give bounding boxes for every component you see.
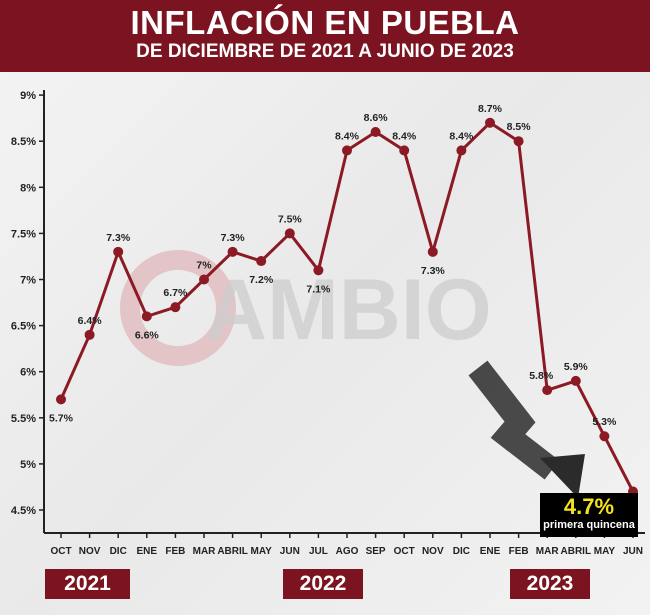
data-label: 8.5%	[507, 121, 532, 133]
year-label-2023: 2023	[510, 569, 590, 599]
data-point	[485, 117, 495, 128]
y-tick-label: 6.5%	[11, 321, 36, 333]
y-tick-label: 4.5%	[11, 505, 36, 517]
data-point	[399, 145, 410, 156]
data-point	[313, 265, 324, 276]
y-tick-label: 5%	[20, 459, 36, 471]
x-tick-label: ABRIL	[561, 546, 592, 557]
data-label: 6.6%	[135, 329, 160, 341]
data-point	[113, 246, 124, 257]
y-tick-label: 8.5%	[11, 136, 36, 148]
trend-arrow-shaft	[468, 360, 560, 480]
y-tick-label: 7%	[20, 275, 36, 287]
year-label-2022: 2022	[283, 569, 363, 599]
data-label: 8.4%	[392, 130, 417, 142]
x-tick-label: JUL	[309, 546, 328, 557]
y-tick-label: 6%	[20, 367, 36, 379]
x-tick-label: ENE	[480, 546, 501, 557]
x-tick-label: NOV	[79, 546, 101, 557]
data-point	[456, 145, 467, 156]
x-tick-label: DIC	[453, 546, 470, 557]
data-label: 8.6%	[364, 112, 389, 124]
x-tick-label: MAR	[536, 546, 560, 557]
data-point	[427, 246, 438, 257]
data-label: 6.4%	[78, 315, 103, 327]
data-point	[56, 394, 66, 405]
data-label: 7%	[196, 260, 212, 272]
x-tick-label: NOV	[422, 546, 444, 557]
x-tick-label: DIC	[110, 546, 127, 557]
data-point	[570, 375, 581, 386]
data-label: 8.4%	[335, 130, 360, 142]
data-label: 7.2%	[249, 274, 274, 286]
x-tick-label: MAY	[251, 546, 273, 557]
data-label: 7.3%	[221, 232, 246, 244]
y-tick-label: 7.5%	[11, 228, 36, 240]
watermark-text: AMBIO	[205, 262, 492, 358]
data-label: 7.1%	[306, 283, 331, 295]
x-tick-label: MAY	[594, 546, 616, 557]
data-point	[141, 311, 152, 322]
x-tick-label: ENE	[137, 546, 158, 557]
data-label: 5.9%	[564, 361, 589, 373]
data-point	[256, 256, 267, 267]
data-label: 7.5%	[278, 213, 303, 225]
x-tick-label: OCT	[50, 546, 71, 557]
data-point	[199, 274, 209, 285]
callout-note: primera quincena	[543, 519, 635, 531]
year-label-2021: 2021	[45, 569, 130, 599]
data-label: 7.3%	[106, 232, 131, 244]
chart-title: INFLACIÓN EN PUEBLA	[130, 4, 520, 41]
data-label: 5.3%	[592, 416, 617, 428]
callout-value: 4.7%	[563, 494, 615, 519]
data-label: 5.7%	[49, 412, 74, 424]
data-point	[370, 126, 381, 137]
y-tick-label: 5.5%	[11, 413, 36, 425]
data-label: 6.7%	[163, 287, 188, 299]
x-tick-label: MAR	[193, 546, 217, 557]
y-tick-label: 8%	[20, 182, 36, 194]
x-tick-label: SEP	[366, 546, 386, 557]
x-tick-label: JUN	[623, 546, 643, 557]
data-point	[542, 385, 553, 396]
x-tick-label: JUN	[280, 546, 300, 557]
data-label: 8.4%	[449, 130, 474, 142]
data-label: 7.3%	[421, 265, 446, 277]
data-point	[227, 246, 238, 257]
data-label: 8.7%	[478, 103, 503, 115]
data-point	[284, 228, 295, 239]
data-point	[170, 302, 181, 313]
watermark-logo-ring	[120, 250, 236, 366]
x-tick-label: ABRIL	[217, 546, 248, 557]
chart-subtitle: DE DICIEMBRE DE 2021 A JUNIO DE 2023	[136, 41, 514, 62]
header-banner: INFLACIÓN EN PUEBLA DE DICIEMBRE DE 2021…	[0, 0, 650, 72]
data-point	[84, 329, 95, 340]
last-value-callout: 4.7% primera quincena	[540, 493, 638, 537]
x-tick-label: AGO	[336, 546, 359, 557]
data-point	[342, 145, 352, 156]
data-point	[513, 136, 524, 147]
x-tick-label: FEB	[509, 546, 529, 557]
trend-arrow-head-icon	[540, 454, 585, 498]
x-tick-label: OCT	[394, 546, 415, 557]
data-label: 5.8%	[529, 370, 554, 382]
x-tick-label: FEB	[165, 546, 185, 557]
y-tick-label: 9%	[20, 90, 36, 102]
data-point	[599, 431, 610, 442]
